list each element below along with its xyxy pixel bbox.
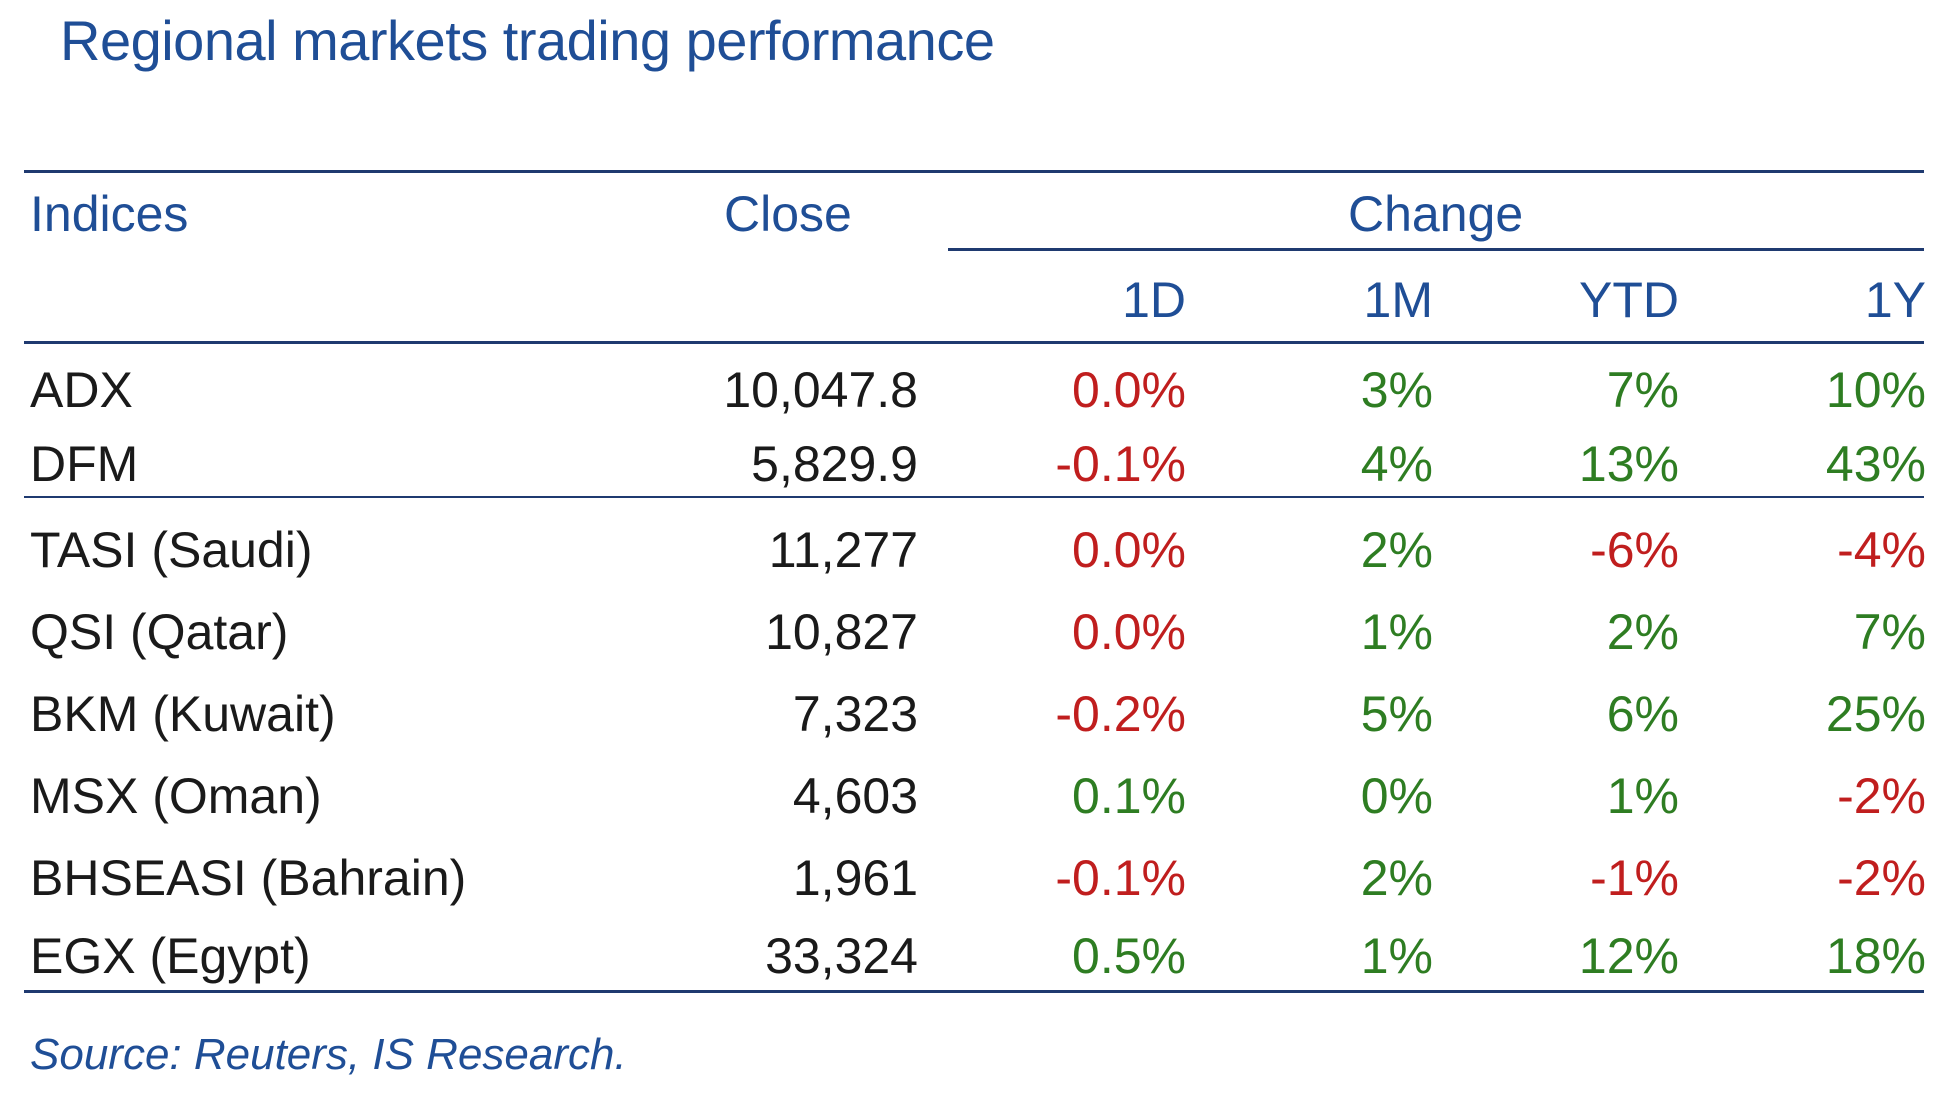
row-ytd: 6% — [1606, 686, 1679, 742]
row-1m: 1% — [1360, 928, 1433, 984]
row-close: 33,324 — [765, 928, 918, 984]
group-separator-rule — [24, 496, 1924, 498]
row-index: QSI (Qatar) — [30, 604, 289, 660]
row-1m: 5% — [1360, 686, 1433, 742]
header-ytd: YTD — [1579, 272, 1679, 328]
table-top-rule — [24, 170, 1924, 173]
row-close: 1,961 — [792, 850, 918, 906]
row-1d: 0.0% — [1072, 362, 1186, 418]
row-index: MSX (Oman) — [30, 768, 322, 824]
row-ytd: 12% — [1578, 928, 1679, 984]
row-1y: 7% — [1853, 604, 1926, 660]
row-1m: 1% — [1360, 604, 1433, 660]
row-close: 4,603 — [792, 768, 918, 824]
header-change: Change — [1348, 186, 1524, 242]
row-index: DFM — [30, 436, 139, 492]
row-1m: 4% — [1360, 436, 1433, 492]
row-ytd: 13% — [1578, 436, 1679, 492]
row-ytd: -1% — [1590, 850, 1679, 906]
row-close: 10,827 — [765, 604, 918, 660]
header-indices: Indices — [30, 186, 189, 242]
row-1d: -0.1% — [1055, 850, 1186, 906]
row-close: 7,323 — [792, 686, 918, 742]
row-1d: 0.0% — [1072, 522, 1186, 578]
row-ytd: 2% — [1606, 604, 1679, 660]
row-1y: -2% — [1837, 850, 1926, 906]
row-index: EGX (Egypt) — [30, 928, 311, 984]
row-1d: -0.1% — [1055, 436, 1186, 492]
row-index: BHSEASI (Bahrain) — [30, 850, 467, 906]
row-close: 11,277 — [768, 522, 918, 578]
row-1d: 0.5% — [1072, 928, 1186, 984]
row-1m: 2% — [1360, 850, 1433, 906]
header-bottom-rule — [24, 341, 1924, 344]
row-ytd: 1% — [1606, 768, 1679, 824]
row-1y: 10% — [1825, 362, 1926, 418]
row-index: TASI (Saudi) — [30, 522, 313, 578]
row-close: 5,829.9 — [751, 436, 918, 492]
row-1d: 0.0% — [1072, 604, 1186, 660]
row-ytd: -6% — [1590, 522, 1679, 578]
row-1m: 0% — [1360, 768, 1433, 824]
row-ytd: 7% — [1606, 362, 1679, 418]
row-1y: -2% — [1837, 768, 1926, 824]
header-1y: 1Y — [1864, 272, 1926, 328]
header-1d: 1D — [1122, 272, 1186, 328]
row-index: BKM (Kuwait) — [30, 686, 336, 742]
source-note: Source: Reuters, IS Research. — [30, 1030, 627, 1079]
change-header-rule — [948, 248, 1924, 251]
page-title: Regional markets trading performance — [60, 9, 995, 72]
row-close: 10,047.8 — [723, 362, 918, 418]
row-1y: -4% — [1837, 522, 1926, 578]
row-1d: -0.2% — [1055, 686, 1186, 742]
header-close: Close — [724, 186, 852, 242]
row-index: ADX — [30, 362, 133, 418]
table-bottom-rule — [24, 990, 1924, 993]
header-1m: 1M — [1363, 272, 1433, 328]
row-1m: 3% — [1360, 362, 1433, 418]
row-1y: 43% — [1825, 436, 1926, 492]
row-1m: 2% — [1360, 522, 1433, 578]
row-1y: 18% — [1825, 928, 1926, 984]
row-1y: 25% — [1825, 686, 1926, 742]
row-1d: 0.1% — [1072, 768, 1186, 824]
